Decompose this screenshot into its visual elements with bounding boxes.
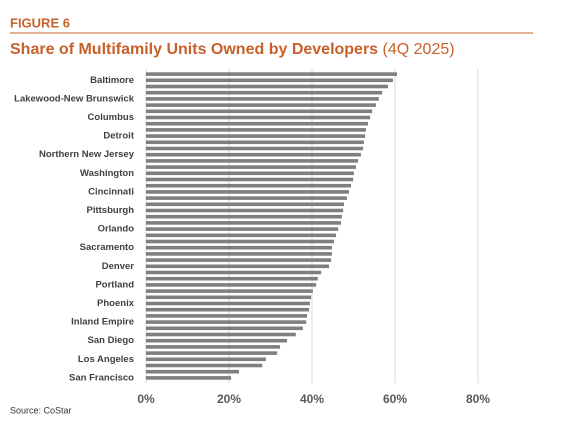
bar xyxy=(146,177,354,182)
bar xyxy=(146,72,398,76)
bar xyxy=(146,165,356,169)
bar xyxy=(146,159,359,163)
bar xyxy=(146,338,288,343)
title-note: (4Q 2025) xyxy=(383,41,455,58)
bar xyxy=(146,245,332,250)
bar xyxy=(146,152,361,157)
bar xyxy=(146,326,303,331)
x-tick-label: 80% xyxy=(466,392,490,406)
bar xyxy=(146,270,322,275)
bar xyxy=(146,134,366,138)
bar xyxy=(146,301,310,306)
bar xyxy=(146,115,371,120)
y-tick-label: Cincinnati xyxy=(88,186,134,197)
chart-title: Share of Multifamily Units Owned by Deve… xyxy=(10,41,455,58)
bar xyxy=(146,320,307,324)
bar xyxy=(146,258,332,262)
y-tick-label: Pittsburgh xyxy=(87,205,135,216)
bar xyxy=(146,183,352,188)
y-tick-label: Washington xyxy=(80,168,134,179)
y-tick-label: Baltimore xyxy=(90,75,134,86)
bar xyxy=(146,90,383,95)
y-tick-label: Inland Empire xyxy=(71,317,134,328)
bar xyxy=(146,128,366,132)
y-tick-label: Lakewood-New Brunswick xyxy=(14,93,135,104)
y-tick-label: Los Angeles xyxy=(78,354,134,365)
bar xyxy=(146,97,379,101)
bar xyxy=(146,264,330,269)
bar xyxy=(146,332,296,337)
bar xyxy=(146,171,354,176)
x-tick-label: 40% xyxy=(300,392,324,406)
bar xyxy=(146,376,232,380)
bar xyxy=(146,103,376,107)
bar xyxy=(146,78,393,83)
bar xyxy=(146,314,308,318)
bar xyxy=(146,351,278,355)
bar xyxy=(146,369,239,374)
figure-label: FIGURE 6 xyxy=(10,15,70,30)
bar xyxy=(146,214,342,219)
bar xyxy=(146,227,339,231)
y-tick-label: San Diego xyxy=(88,335,135,346)
y-tick-label: Sacramento xyxy=(80,242,135,253)
bar xyxy=(146,276,318,281)
x-tick-label: 20% xyxy=(217,392,241,406)
bar xyxy=(146,208,344,213)
x-tick-label: 0% xyxy=(137,392,155,406)
bar xyxy=(146,239,334,244)
bar xyxy=(146,233,337,238)
bar xyxy=(146,121,369,126)
bar xyxy=(146,84,388,89)
source: Source: CoStar xyxy=(10,405,72,415)
bar xyxy=(146,190,349,194)
y-tick-label: Columbus xyxy=(88,112,134,123)
x-tick-label: 60% xyxy=(383,392,407,406)
y-tick-label: Northern New Jersey xyxy=(39,149,135,160)
y-tick-label: Phoenix xyxy=(97,298,135,309)
bar xyxy=(146,345,281,349)
bar xyxy=(146,307,310,312)
y-tick-label: Detroit xyxy=(103,131,134,142)
bar xyxy=(146,109,373,114)
bar xyxy=(146,146,364,151)
bar xyxy=(146,289,313,293)
bar xyxy=(146,295,312,300)
y-tick-label: Portland xyxy=(95,279,134,290)
bar xyxy=(146,252,332,256)
y-tick-label: Denver xyxy=(102,261,135,272)
bar xyxy=(146,140,364,145)
y-tick-label: San Francisco xyxy=(69,372,134,383)
bar xyxy=(146,283,317,287)
bar xyxy=(146,363,263,368)
title-main: Share of Multifamily Units Owned by Deve… xyxy=(10,41,378,58)
bar xyxy=(146,202,344,207)
bar xyxy=(146,357,266,362)
y-tick-label: Orlando xyxy=(98,224,135,235)
bar xyxy=(146,221,342,225)
bar xyxy=(146,196,347,200)
